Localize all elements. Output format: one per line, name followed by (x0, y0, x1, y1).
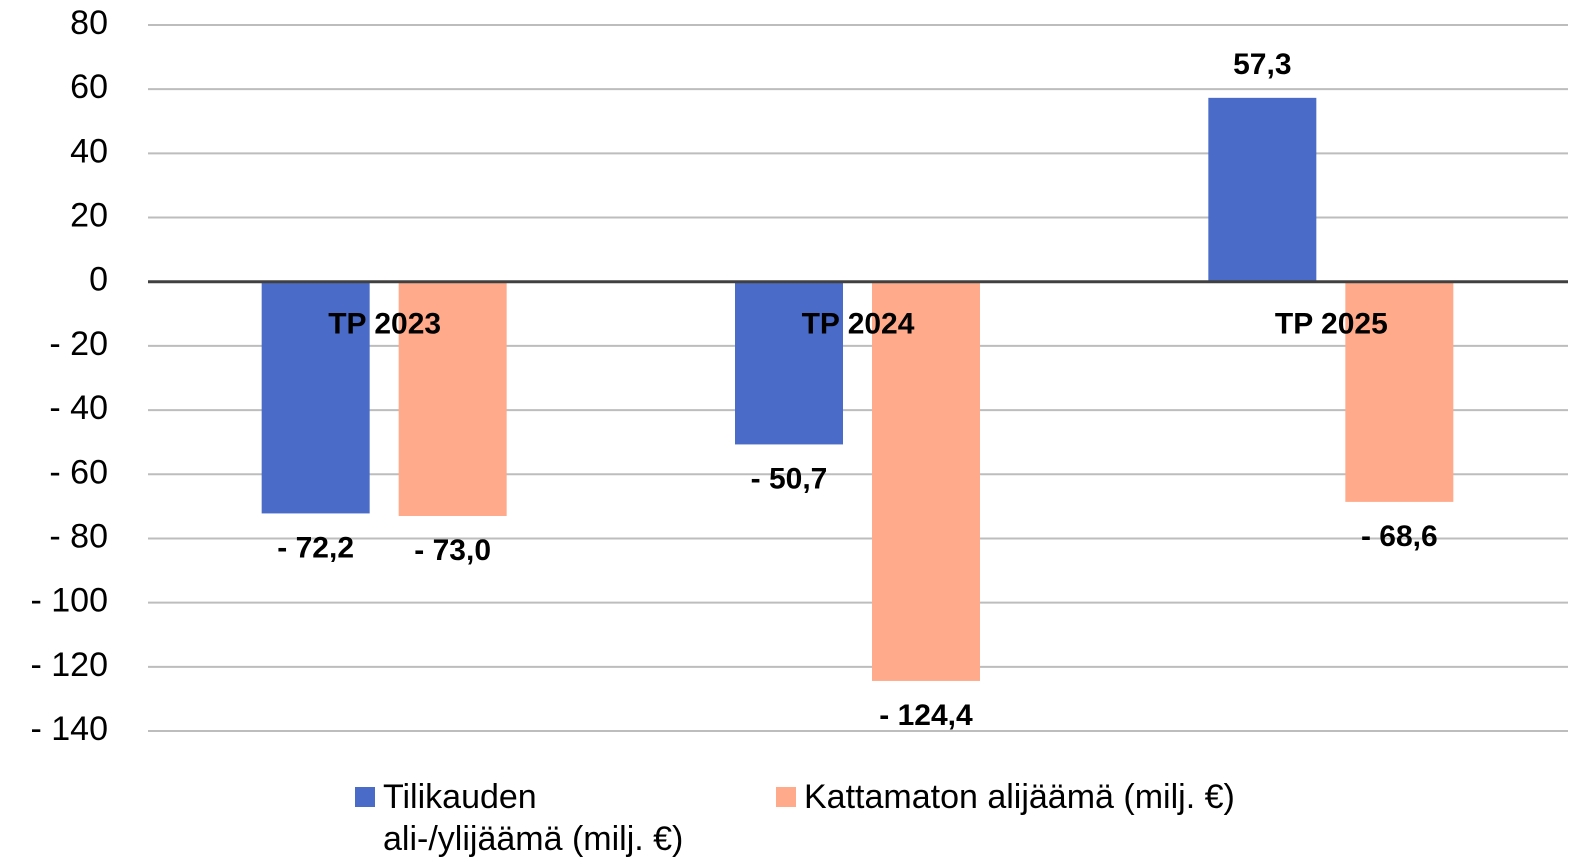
x-tick-label: TP 2025 (1275, 308, 1388, 341)
legend-label: Kattamaton alijäämä (milj. €) (804, 778, 1235, 816)
bar (1208, 97, 1317, 282)
x-tick-label: TP 2023 (328, 308, 441, 341)
legend-item: Kattamaton alijäämä (milj. €) (776, 776, 1336, 818)
value-label: - 124,4 (879, 699, 973, 732)
value-label: - 73,0 (414, 534, 491, 567)
legend-swatch (355, 787, 375, 807)
y-tick-label: - 20 (49, 325, 108, 363)
legend-item: Tilikauden ali-/ylijäämä (milj. €) (355, 776, 715, 860)
bar (261, 281, 370, 514)
x-tick-label: TP 2024 (802, 308, 915, 341)
value-label: - 72,2 (277, 531, 354, 564)
y-tick-label: 40 (70, 132, 108, 170)
bar (398, 281, 507, 516)
y-tick-label: 60 (70, 68, 108, 106)
y-tick-label: - 100 (31, 582, 109, 620)
y-tick-label: - 60 (49, 453, 108, 491)
bar (1345, 281, 1454, 502)
y-tick-label: 20 (70, 197, 108, 235)
value-label: - 68,6 (1361, 520, 1438, 553)
y-tick-label: 80 (70, 4, 108, 42)
y-tick-label: 0 (89, 261, 108, 299)
value-label: - 50,7 (751, 462, 828, 495)
legend-label: Tilikauden ali-/ylijäämä (milj. €) (383, 778, 684, 858)
chart: - 140 - 120 - 100 - 80 - 60 - 40 - 20 0 20 40 60 80… (31, 4, 1568, 748)
value-label: 57,3 (1233, 48, 1291, 81)
y-tick-label: - 140 (31, 710, 109, 748)
legend-swatch (776, 787, 796, 807)
bar (735, 281, 843, 445)
bar (872, 281, 980, 681)
y-tick-label: - 40 (49, 389, 108, 427)
y-tick-label: - 120 (31, 646, 109, 684)
y-tick-label: - 80 (49, 517, 108, 555)
